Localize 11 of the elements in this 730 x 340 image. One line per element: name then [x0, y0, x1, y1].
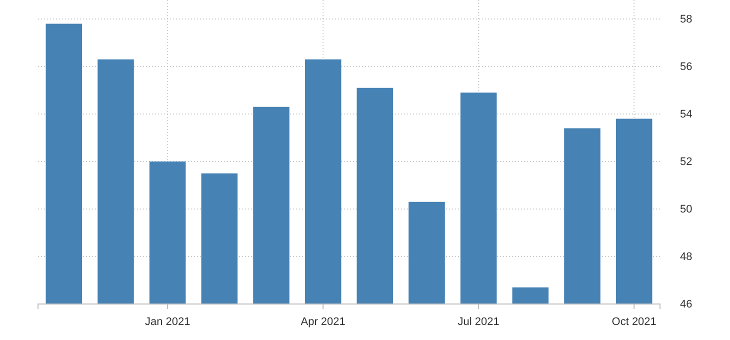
x-tick-label: Apr 2021	[300, 316, 346, 328]
x-tick-label: Jul 2021	[458, 316, 500, 328]
y-tick-label: 46	[680, 298, 692, 311]
y-tick-label: 58	[680, 14, 692, 26]
y-tick-label: 52	[680, 156, 692, 168]
y-tick-label: 50	[680, 204, 692, 216]
x-tick-label: Oct 2021	[612, 316, 656, 328]
x-tick-label: Jan 2021	[144, 316, 190, 328]
y-tick-label: 48	[680, 251, 692, 264]
y-tick-label: 54	[680, 108, 692, 121]
y-tick-label: 56	[680, 61, 692, 74]
